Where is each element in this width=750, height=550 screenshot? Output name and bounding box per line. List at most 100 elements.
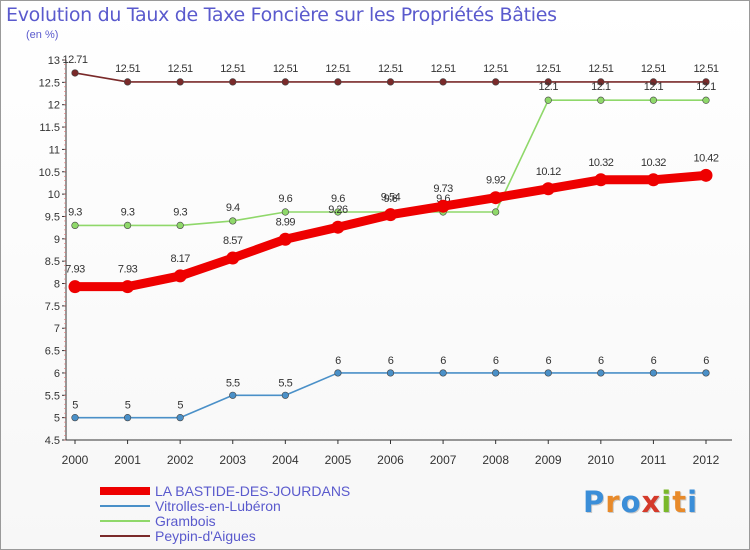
logo-letter: i [661, 485, 673, 519]
x-tick-label: 2000 [62, 453, 89, 467]
x-tick-label: 2006 [377, 453, 404, 467]
data-point [121, 280, 135, 294]
data-label: 6 [545, 355, 551, 367]
legend-label: Vitrolles-en-Lubéron [155, 498, 281, 514]
data-point [176, 78, 184, 86]
logo-letter: r [605, 485, 621, 519]
data-label: 10.12 [536, 166, 561, 178]
data-point [226, 251, 240, 265]
x-tick-label: 2001 [114, 453, 141, 467]
data-point [702, 96, 710, 104]
data-label: 9.3 [173, 206, 187, 218]
data-label: 12.51 [431, 63, 456, 75]
data-point [123, 221, 132, 230]
data-label: 12.51 [483, 63, 508, 75]
data-label: 10.32 [588, 157, 613, 169]
data-label: 12.1 [644, 81, 664, 93]
data-label: 9.3 [68, 206, 82, 218]
data-point [281, 78, 289, 86]
data-label: 12.51 [588, 63, 613, 75]
data-point [281, 391, 289, 399]
data-label: 5.5 [226, 377, 240, 389]
data-label: 9.92 [486, 175, 506, 187]
data-point [229, 391, 237, 399]
data-label: 12.51 [115, 63, 140, 75]
data-point [123, 414, 132, 422]
data-point [489, 191, 503, 205]
legend-label: Grambois [155, 513, 216, 529]
y-tick-label: 9 [54, 234, 60, 246]
x-tick-label: 2012 [693, 453, 720, 467]
data-point [544, 78, 552, 86]
data-label: 6 [335, 355, 341, 367]
data-point [386, 369, 395, 377]
data-point [123, 78, 132, 86]
data-label: 12.51 [168, 63, 193, 75]
y-tick-label: 5 [54, 413, 60, 425]
data-point [544, 369, 552, 377]
logo-letter: o [620, 485, 642, 519]
data-label: 9.6 [384, 193, 398, 205]
data-point [597, 78, 605, 86]
logo-letter: i [687, 485, 699, 519]
data-label: 9.4 [226, 202, 240, 214]
x-tick-label: 2002 [167, 453, 194, 467]
data-point [71, 221, 79, 230]
data-point [71, 69, 79, 77]
data-label: 6 [703, 355, 709, 367]
data-label: 7.93 [118, 264, 138, 276]
data-point [594, 173, 608, 187]
data-point [173, 269, 187, 283]
data-point [699, 168, 713, 182]
legend-label: LA BASTIDE-DES-JOURDANS [155, 483, 351, 499]
y-tick-label: 5.5 [45, 390, 60, 402]
data-point [492, 208, 500, 216]
data-label: 6 [598, 355, 604, 367]
legend-swatch [100, 520, 150, 522]
data-label: 9.26 [328, 204, 348, 216]
data-point [492, 369, 500, 377]
data-label: 10.32 [641, 157, 666, 169]
data-point [492, 78, 500, 86]
x-tick-label: 2004 [272, 453, 299, 467]
data-point [176, 221, 184, 230]
data-point [646, 173, 660, 187]
proxiti-logo: Proxiti [583, 485, 698, 519]
legend-swatch [100, 505, 150, 507]
y-tick-label: 7 [54, 323, 60, 335]
data-label: 12.71 [62, 54, 87, 66]
x-tick-label: 2005 [325, 453, 352, 467]
chart-title: Evolution du Taux de Taxe Foncière sur l… [6, 4, 557, 26]
data-label: 8.17 [170, 253, 190, 265]
data-point [436, 199, 450, 213]
data-point [229, 217, 237, 225]
x-tick-label: 2010 [587, 453, 614, 467]
data-label: 9.3 [121, 206, 135, 218]
y-tick-label: 9.5 [45, 211, 60, 223]
data-point [649, 369, 658, 377]
logo-letter: P [583, 485, 606, 519]
y-tick-label: 8 [54, 279, 60, 291]
data-label: 5.5 [278, 377, 292, 389]
y-tick-label: 13 [48, 55, 60, 67]
data-label: 12.51 [273, 63, 298, 75]
data-point [439, 369, 447, 377]
data-point [649, 78, 658, 86]
data-point [176, 414, 184, 422]
y-tick-label: 10 [48, 189, 60, 201]
x-tick-label: 2008 [482, 453, 509, 467]
data-label: 9.6 [278, 193, 292, 205]
data-point [334, 78, 342, 86]
y-axis-unit-label: (en %) [26, 29, 59, 41]
data-label: 12.51 [220, 63, 245, 75]
legend-label: Peypin-d'Aigues [155, 528, 256, 544]
line-chart: 4.5 5 5.5 6 6.5 7 7.5 8 8.5 9 9.5 10 10.5 11 11.5 12 12.… [39, 54, 732, 467]
data-label: 6 [493, 355, 499, 367]
data-point [71, 414, 79, 422]
data-point [278, 232, 292, 246]
data-label: 12.51 [325, 63, 350, 75]
data-label: 9.6 [331, 193, 345, 205]
data-point [541, 182, 555, 196]
legend-swatch [100, 535, 150, 537]
